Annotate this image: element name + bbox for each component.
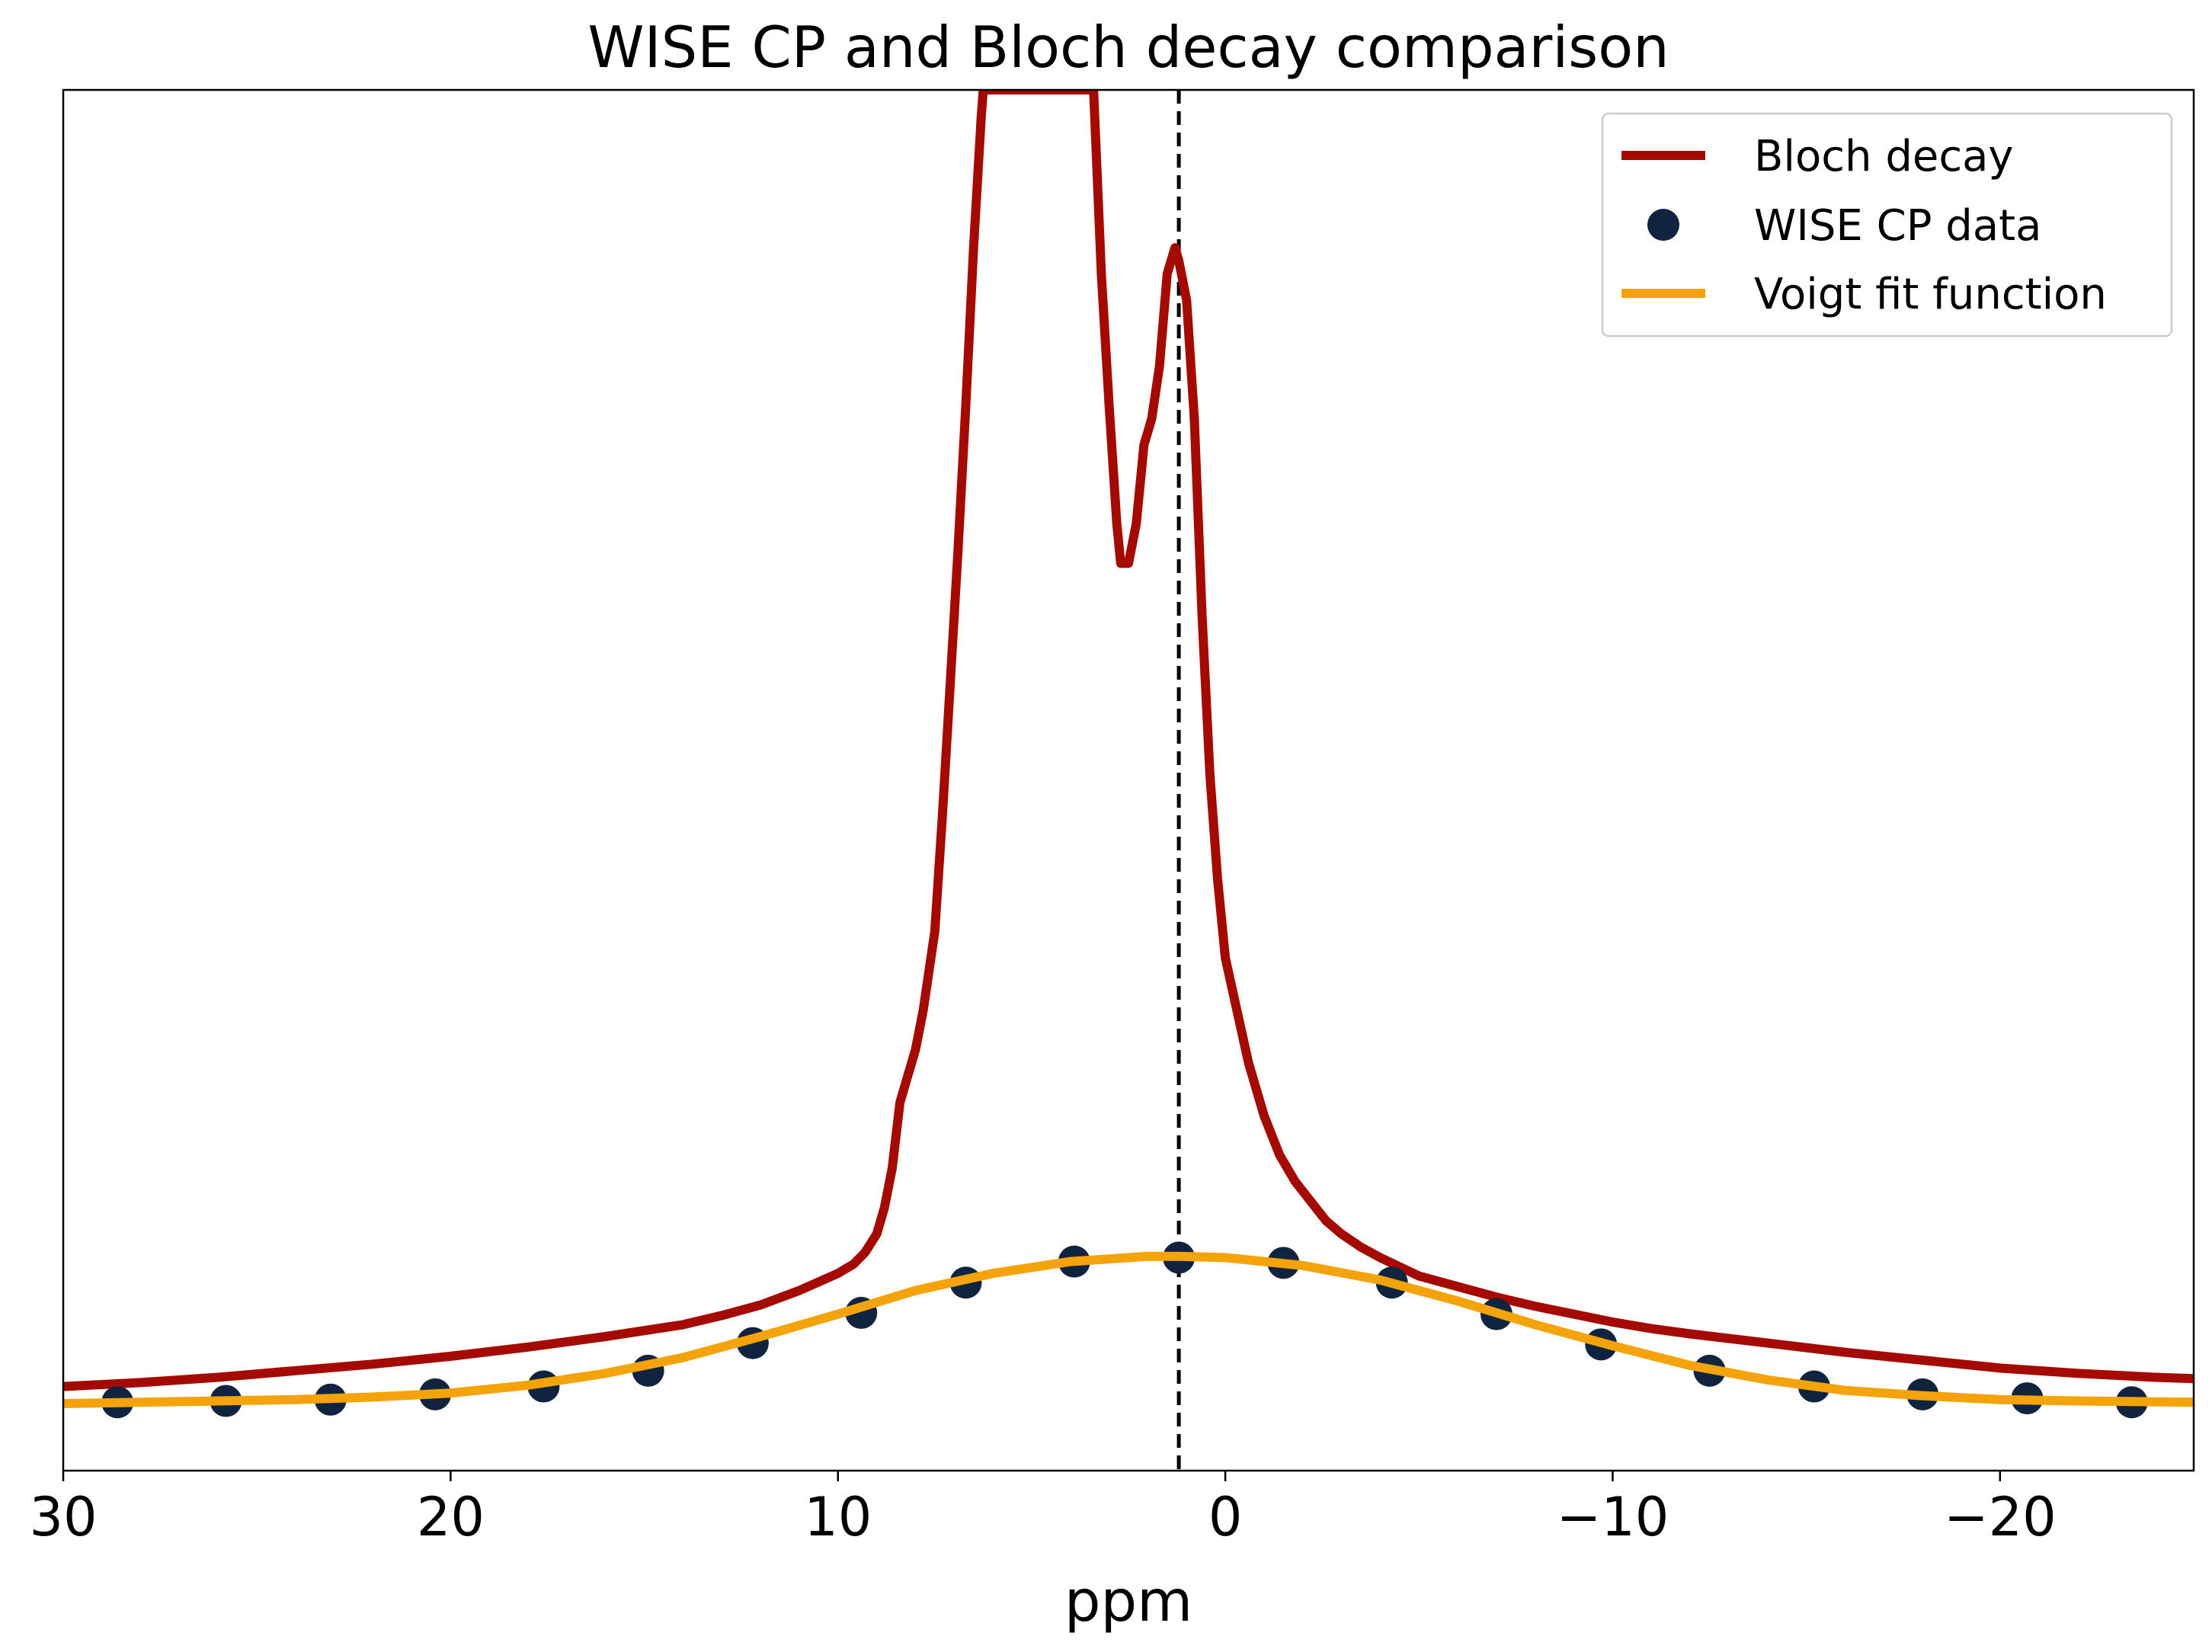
- series-layer: [63, 90, 2194, 1471]
- series-line-bloch-decay: [63, 90, 2194, 1391]
- legend-entry-voigt-fit-function: Voigt fit function: [1621, 270, 2107, 319]
- x-axis: 30 20 10 0 −10 −20: [29, 1471, 2057, 1548]
- x-tick-label: 0: [1208, 1486, 1243, 1548]
- legend-entry-wise-cp-data: WISE CP data: [1647, 201, 2041, 251]
- x-tick-label: 30: [29, 1486, 97, 1548]
- chart-title: WISE CP and Bloch decay comparison: [587, 14, 1669, 81]
- x-axis-label: ppm: [1064, 1567, 1192, 1634]
- legend-entry-bloch-decay: Bloch decay: [1621, 132, 2014, 181]
- legend-marker-swatch: [1647, 209, 1679, 241]
- legend-label: Voigt fit function: [1754, 270, 2107, 319]
- legend: Bloch decay WISE CP data Voigt fit functio…: [1601, 112, 2173, 338]
- legend-entries: Bloch decay WISE CP data Voigt fit functio…: [1621, 132, 2107, 319]
- x-tick-label: 10: [804, 1486, 872, 1548]
- plot-frame: [62, 88, 2195, 1472]
- x-tick-label: −20: [1944, 1486, 2057, 1548]
- series-line-voigt-fit-function: [63, 1251, 2194, 1408]
- x-tick-label: 20: [417, 1486, 485, 1548]
- legend-label: WISE CP data: [1754, 201, 2041, 251]
- legend-label: Bloch decay: [1754, 132, 2014, 181]
- plot-area: [62, 88, 2195, 1472]
- x-tick-label: −10: [1557, 1486, 1669, 1548]
- legend-box: [1601, 112, 2173, 338]
